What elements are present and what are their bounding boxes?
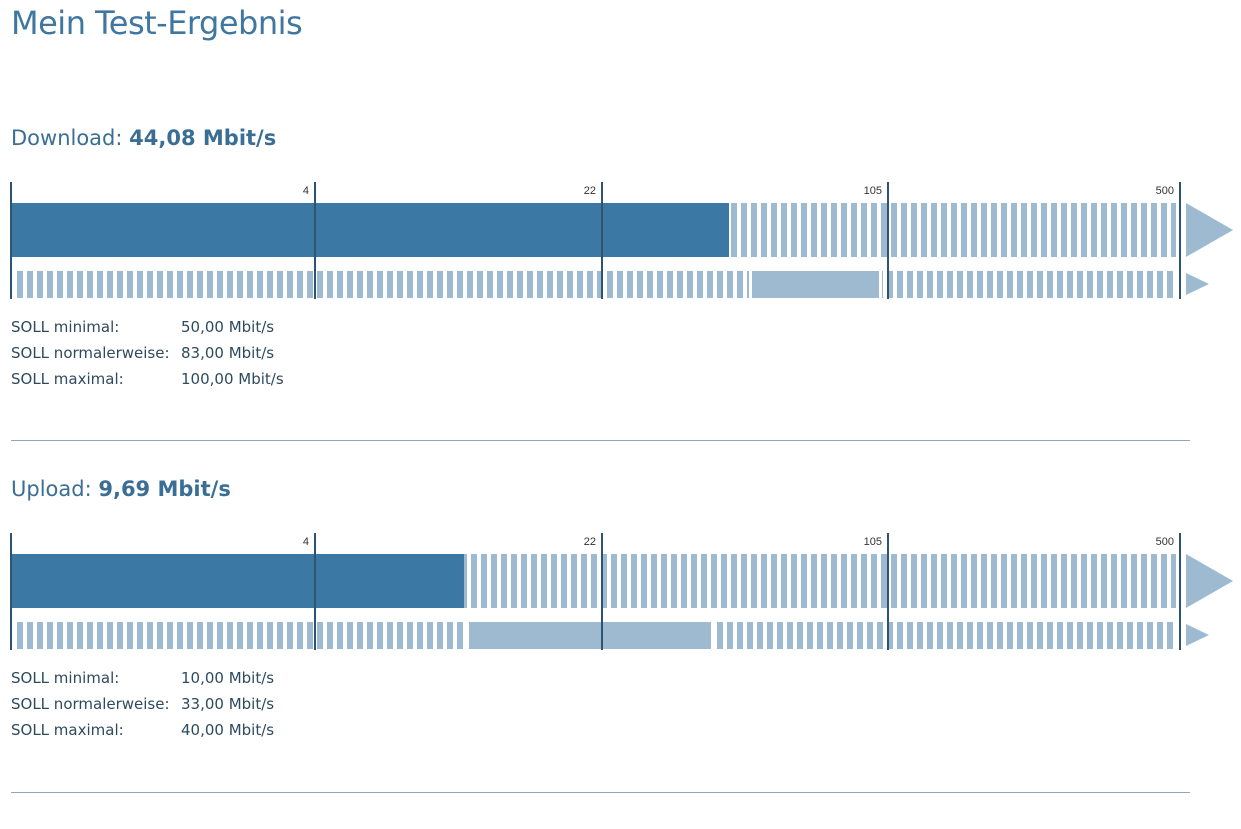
- download-value: 44,08 Mbit/s: [129, 126, 277, 150]
- scale-arrow-icon: [1186, 554, 1233, 608]
- upload-heading: Upload: 9,69 Mbit/s: [11, 477, 231, 501]
- upload-value: 9,69 Mbit/s: [98, 477, 231, 501]
- upload-label: Upload:: [11, 477, 92, 501]
- section-divider: [11, 792, 1190, 793]
- soll-value: 83,00 Mbit/s: [181, 344, 275, 362]
- page-title: Mein Test-Ergebnis: [11, 4, 303, 42]
- scale-tick: [1179, 533, 1181, 650]
- upload-section: Upload: 9,69 Mbit/s 4 22 105 500 SOLL minim…: [0, 477, 1241, 829]
- soll-label: SOLL maximal:: [11, 721, 124, 739]
- soll-row: SOLL normalerweise: 83,00 Mbit/s: [11, 340, 284, 366]
- soll-label: SOLL normalerweise:: [11, 695, 170, 713]
- scale-tick: [314, 182, 316, 299]
- soll-label: SOLL maximal:: [11, 370, 124, 388]
- soll-value: 10,00 Mbit/s: [181, 669, 275, 687]
- soll-range-bar: [469, 622, 712, 649]
- download-speed-chart: 4 22 105 500: [0, 182, 1241, 302]
- measured-speed-bar: [11, 203, 730, 257]
- soll-label: SOLL minimal:: [11, 318, 120, 336]
- scale-tick: [601, 182, 603, 299]
- scale-tick: [887, 533, 889, 650]
- soll-value: 40,00 Mbit/s: [181, 721, 275, 739]
- soll-label: SOLL normalerweise:: [11, 344, 170, 362]
- scale-tick-label: 22: [583, 185, 596, 197]
- scale-tick-label: 105: [863, 185, 882, 197]
- download-section: Download: 44,08 Mbit/s 4 22 105 500 SOLL mi…: [0, 126, 1241, 478]
- scale-tick-label: 500: [1155, 536, 1174, 548]
- scale-tick: [601, 533, 603, 650]
- soll-arrow-icon: [1186, 273, 1209, 295]
- scale-tick-label: 105: [863, 536, 882, 548]
- soll-value: 50,00 Mbit/s: [181, 318, 275, 336]
- soll-row: SOLL minimal: 50,00 Mbit/s: [11, 314, 284, 340]
- soll-arrow-icon: [1186, 624, 1209, 646]
- download-label: Download:: [11, 126, 123, 150]
- scale-tick-label: 22: [583, 536, 596, 548]
- section-divider: [11, 440, 1190, 441]
- soll-row: SOLL maximal: 40,00 Mbit/s: [11, 717, 274, 743]
- scale-arrow-icon: [1186, 203, 1233, 257]
- upload-speed-chart: 4 22 105 500: [0, 533, 1241, 653]
- soll-label: SOLL minimal:: [11, 669, 120, 687]
- scale-tick: [1179, 182, 1181, 299]
- scale-tick: [887, 182, 889, 299]
- scale-tick: [314, 533, 316, 650]
- soll-value: 33,00 Mbit/s: [181, 695, 275, 713]
- download-soll-list: SOLL minimal: 50,00 Mbit/s SOLL normalerw…: [11, 314, 284, 392]
- soll-row: SOLL minimal: 10,00 Mbit/s: [11, 665, 274, 691]
- upload-soll-list: SOLL minimal: 10,00 Mbit/s SOLL normalerw…: [11, 665, 274, 743]
- scale-tick: [10, 533, 12, 650]
- soll-background-bar: [17, 271, 1176, 298]
- soll-range-bar: [752, 271, 880, 298]
- soll-row: SOLL normalerweise: 33,00 Mbit/s: [11, 691, 274, 717]
- scale-tick-label: 4: [302, 536, 309, 548]
- scale-tick-label: 4: [302, 185, 309, 197]
- scale-tick-label: 500: [1155, 185, 1174, 197]
- soll-row: SOLL maximal: 100,00 Mbit/s: [11, 366, 284, 392]
- soll-value: 100,00 Mbit/s: [181, 370, 284, 388]
- download-heading: Download: 44,08 Mbit/s: [11, 126, 276, 150]
- measured-speed-bar: [11, 554, 464, 608]
- scale-tick: [10, 182, 12, 299]
